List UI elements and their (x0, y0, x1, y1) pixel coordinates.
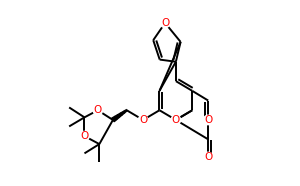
Text: O: O (139, 115, 147, 125)
Circle shape (203, 115, 213, 125)
Text: O: O (94, 105, 102, 115)
Circle shape (138, 115, 148, 125)
Text: O: O (204, 115, 212, 125)
Text: O: O (80, 131, 88, 141)
Circle shape (93, 105, 103, 115)
Text: O: O (172, 115, 180, 125)
Circle shape (171, 115, 181, 125)
Text: O: O (204, 152, 212, 162)
Circle shape (160, 18, 170, 28)
Text: O: O (161, 18, 169, 28)
Circle shape (80, 131, 89, 141)
Polygon shape (112, 110, 127, 122)
Circle shape (203, 152, 213, 162)
